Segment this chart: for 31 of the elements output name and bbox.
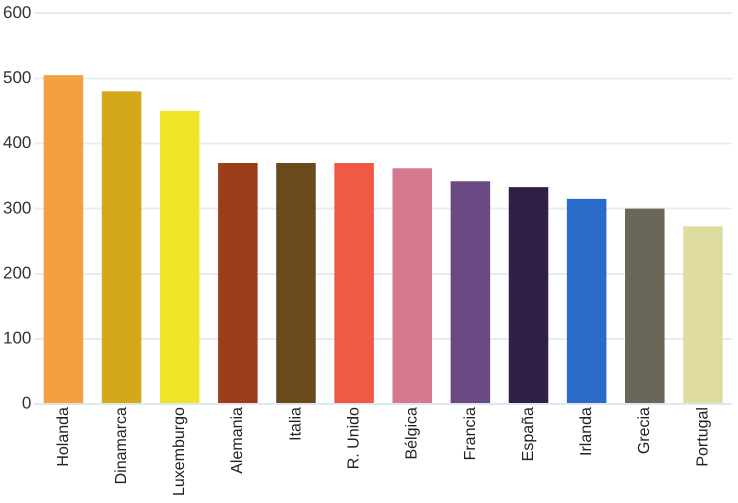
- y-tick-label: 100: [2, 328, 32, 348]
- x-tick-label: Bélgica: [404, 406, 421, 460]
- x-tick-label: R. Unido: [346, 406, 363, 470]
- x-tick-label: Grecia: [636, 406, 654, 454]
- bar: [508, 187, 548, 404]
- x-tick-label: Dinamarca: [112, 406, 130, 484]
- x-tick-label: Alemania: [229, 406, 246, 474]
- bar: [218, 163, 258, 404]
- x-tick-label: Portugal: [694, 407, 712, 467]
- bar: [102, 91, 142, 404]
- x-tick-label: Irlanda: [578, 406, 596, 456]
- x-tick-label: Italia: [287, 406, 304, 441]
- y-tick-label: 400: [2, 133, 32, 152]
- y-tick-label: 300: [2, 198, 32, 218]
- x-tick-label: España: [520, 406, 537, 462]
- y-tick-label: 200: [2, 263, 32, 282]
- bar: [683, 226, 723, 404]
- bar: [625, 208, 665, 404]
- x-tick-label: Luxemburgo: [171, 406, 188, 496]
- x-tick-label: Holanda: [54, 406, 72, 467]
- y-tick-label: 600: [2, 2, 32, 22]
- y-tick-label: 0: [22, 394, 32, 413]
- y-tick-label: 500: [2, 68, 32, 88]
- bar: [334, 163, 374, 404]
- bar: [566, 198, 606, 404]
- bar: [450, 181, 490, 404]
- bar: [392, 168, 432, 404]
- bar: [44, 75, 84, 404]
- bar: [276, 163, 316, 404]
- x-tick-label: Francia: [462, 406, 479, 460]
- bar: [160, 110, 200, 404]
